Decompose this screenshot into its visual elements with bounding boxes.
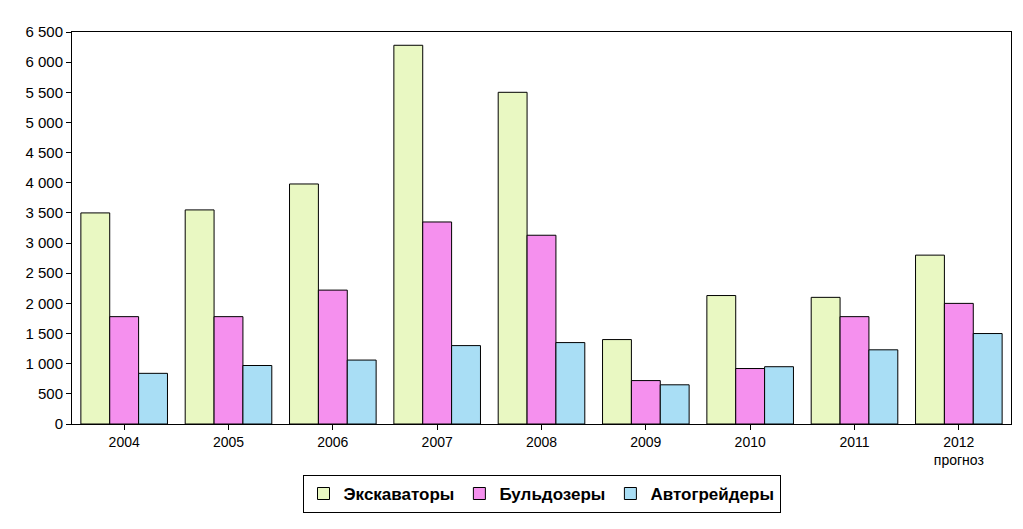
svg-text:500: 500 — [38, 385, 63, 402]
svg-text:3 500: 3 500 — [25, 204, 63, 221]
svg-text:2006: 2006 — [317, 434, 348, 450]
svg-text:4 500: 4 500 — [25, 144, 63, 161]
svg-text:Экскаваторы: Экскаваторы — [344, 485, 455, 504]
svg-text:1 000: 1 000 — [25, 355, 63, 372]
svg-text:2 500: 2 500 — [25, 264, 63, 281]
svg-text:2005: 2005 — [213, 434, 244, 450]
svg-text:4 000: 4 000 — [25, 174, 63, 191]
svg-text:0: 0 — [55, 415, 63, 432]
svg-text:2 000: 2 000 — [25, 295, 63, 312]
svg-text:Автогрейдеры: Автогрейдеры — [650, 485, 774, 504]
svg-text:2009: 2009 — [630, 434, 661, 450]
svg-text:5 500: 5 500 — [25, 84, 63, 101]
svg-text:2010: 2010 — [735, 434, 766, 450]
svg-text:2008: 2008 — [526, 434, 557, 450]
svg-text:6 000: 6 000 — [25, 53, 63, 70]
svg-text:2012прогноз: 2012прогноз — [934, 434, 984, 468]
svg-text:6 500: 6 500 — [25, 23, 63, 40]
svg-text:2007: 2007 — [422, 434, 453, 450]
svg-text:2004: 2004 — [109, 434, 140, 450]
svg-text:2011: 2011 — [839, 434, 869, 450]
svg-text:Бульдозеры: Бульдозеры — [499, 485, 605, 504]
svg-text:5 000: 5 000 — [25, 114, 63, 131]
svg-text:3 000: 3 000 — [25, 234, 63, 251]
svg-text:1 500: 1 500 — [25, 325, 63, 342]
